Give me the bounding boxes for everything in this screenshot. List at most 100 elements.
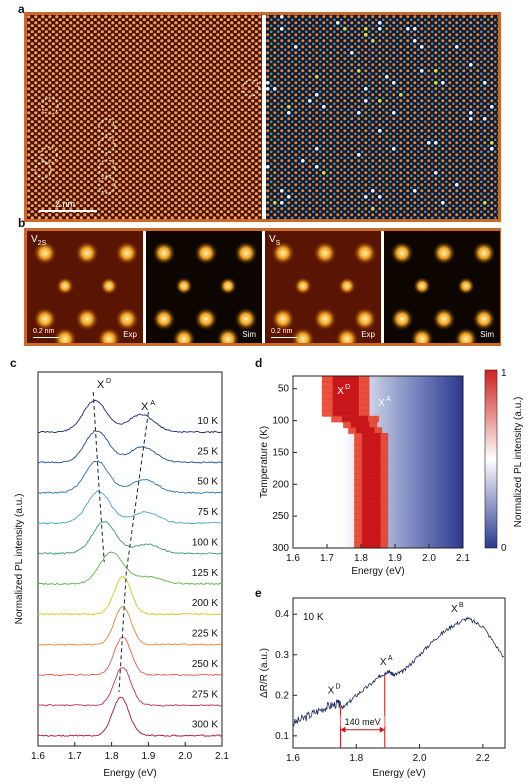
heatmap-core (361, 507, 381, 515)
vacancy-marker (273, 87, 277, 91)
lattice-spot (75, 241, 99, 265)
defect-circle (34, 161, 52, 179)
vacancy-marker (371, 207, 375, 211)
y-tick-label: 150 (272, 447, 289, 458)
defect-circle (98, 136, 116, 154)
x-tick-label: 1.6 (286, 753, 300, 764)
gap-arrowhead (379, 726, 385, 733)
lattice-spot (75, 307, 99, 331)
vacancy-marker (266, 165, 270, 169)
series-label: 75 K (197, 507, 218, 518)
heatmap-core (361, 478, 381, 486)
colorbar-max-label: 1 (501, 368, 507, 379)
lattice-spot (313, 307, 337, 331)
x-tick-label: 1.6 (31, 751, 45, 762)
y-axis-title: Temperature (K) (259, 426, 270, 498)
spectrum-line (37, 666, 223, 707)
vacancy-marker (469, 63, 473, 67)
lattice-spot (194, 307, 218, 331)
heatmap-core (361, 455, 381, 463)
lattice-spot (432, 307, 456, 331)
vacancy-marker (287, 195, 291, 199)
lattice-spot (353, 307, 377, 331)
tile-tag: Sim (242, 330, 256, 339)
vacancy-marker (483, 81, 487, 85)
vacancy-markers (266, 15, 494, 211)
stm-exp-tile: V2S Exp 0.2 nm (27, 231, 143, 343)
vacancy-marker (406, 27, 410, 31)
x-tick-label: 2.2 (476, 753, 490, 764)
heatmap-core (361, 530, 381, 538)
xa-label-sup: A (386, 396, 391, 403)
panel-a-divider (262, 15, 266, 219)
heatmap-core (361, 438, 381, 446)
vacancy-marker (357, 111, 361, 115)
series-label: 100 K (192, 537, 218, 548)
vacancy-marker (385, 75, 389, 79)
x-tick-label: 1.6 (286, 553, 300, 564)
vacancy-marker (392, 147, 396, 151)
tile-scale-label: 0.2 nm (33, 328, 55, 335)
y-axis-title: ΔR/R (a.u.) (259, 648, 270, 698)
vacancy-marker (483, 117, 487, 121)
vacancy-marker (364, 33, 368, 37)
heatmap-core (361, 536, 381, 543)
series-label: 275 K (192, 689, 218, 700)
vacancy-marker (420, 69, 424, 73)
x-axis-title: Energy (eV) (103, 768, 156, 779)
vacancy-marker (427, 141, 431, 145)
stm-sim-tile: Sim (384, 231, 500, 343)
heatmap-core (332, 398, 359, 406)
lattice-spot (115, 307, 139, 331)
tile-image (390, 241, 496, 343)
pl-spectra-chart: 1.6 1.7 1.8 1.9 2.0 2.1 Energy (eV) Normalized … (14, 371, 229, 779)
gap-label: 140 meV (345, 717, 381, 727)
lattice-spot (33, 241, 57, 265)
vacancy-marker (315, 147, 319, 151)
x-tick-label: 1.9 (141, 751, 155, 762)
vacancy-marker (469, 117, 473, 121)
panel-d-label: d (255, 356, 263, 370)
lattice-spot (216, 327, 240, 343)
series-label: 200 K (192, 598, 218, 609)
tile-scale-bar (33, 337, 59, 338)
vacancy-marker (434, 69, 438, 73)
vacancy-marker (280, 27, 284, 31)
tile-tag: Exp (361, 330, 375, 339)
defect-circle (40, 146, 58, 164)
lattice-spot (219, 277, 237, 295)
y-tick-label: 250 (272, 511, 289, 522)
x-tick-label: 2.0 (422, 553, 436, 564)
colorbar-title: Normalized PL intensity (a.u.) (513, 397, 524, 528)
xa-label-sup: A (388, 655, 393, 662)
x-tick-label: 2.1 (456, 553, 470, 564)
series-label: 225 K (192, 629, 218, 640)
stm-exp-tile: VS Exp 0.2 nm (265, 231, 381, 343)
defect-circle (242, 79, 260, 97)
x-tick-label: 1.8 (354, 553, 368, 564)
vacancy-marker (371, 189, 375, 193)
vacancy-marker (378, 99, 382, 103)
x-tick-label: 1.9 (388, 553, 402, 564)
gap-arrowhead (340, 726, 346, 733)
spectrum-line (37, 490, 223, 525)
heatmap-core (332, 392, 359, 400)
lattice-spot (172, 327, 196, 343)
xd-guide-line (92, 391, 105, 563)
x-tick-label: 2.0 (413, 753, 427, 764)
tile-scale-label: 0.2 nm (271, 328, 293, 335)
tile-tag: Exp (123, 330, 137, 339)
lattice-spot (152, 241, 176, 265)
heatmap-core (355, 427, 375, 434)
vacancy-marker (357, 69, 361, 73)
heatmap-core (361, 433, 381, 440)
reflectance-chart: 1.6 1.8 2.0 2.2 0.1 0.2 0.3 0.4 Energy (eV) ΔR/R … (259, 597, 506, 779)
heatmap-core (361, 541, 381, 549)
plot-frame (292, 375, 464, 549)
x-axis-title: Energy (eV) (351, 566, 404, 577)
scale-bar-label: 2 nm (55, 199, 76, 209)
heatmap-core (361, 490, 381, 497)
plot-frame (37, 371, 223, 747)
colorbar (484, 369, 498, 549)
y-tick-label: 0.3 (275, 650, 289, 661)
